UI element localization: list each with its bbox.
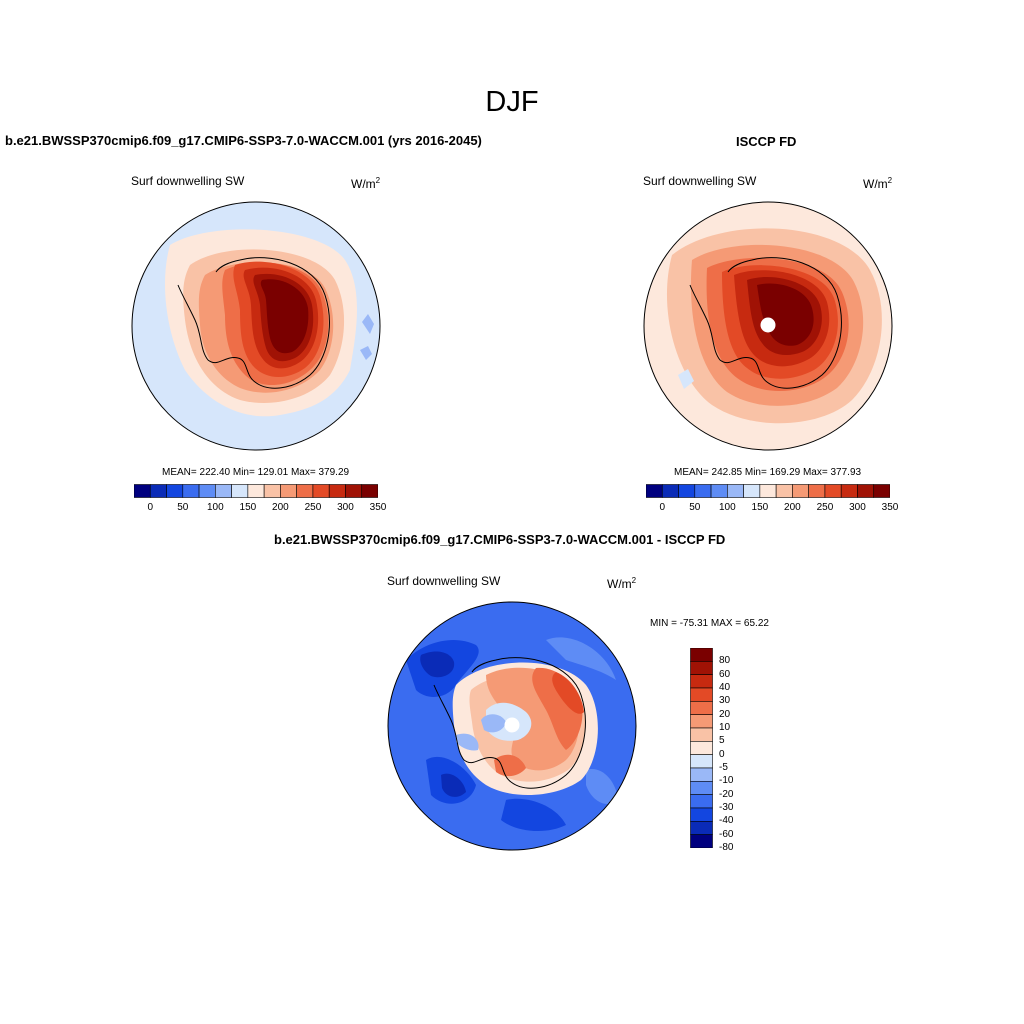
colorbar-swatch <box>857 484 875 498</box>
panel1-colorbar <box>134 484 378 498</box>
season-title: DJF <box>485 86 539 118</box>
colorbar-tick-label: 30 <box>719 695 731 707</box>
colorbar-tick-label: 150 <box>751 502 769 513</box>
colorbar-tick-label: 300 <box>849 502 866 513</box>
colorbar-swatch <box>759 484 777 498</box>
colorbar-tick-label: 300 <box>337 502 354 513</box>
colorbar-swatch <box>743 484 761 498</box>
panel3-units-label: W/m2 <box>607 576 637 591</box>
colorbar-swatch <box>263 484 281 498</box>
colorbar-swatch <box>690 807 713 822</box>
colorbar-tick-label: 80 <box>719 655 731 667</box>
colorbar-tick-label: 50 <box>689 502 701 513</box>
colorbar-swatch <box>690 714 713 729</box>
colorbar-tick-label: 40 <box>719 682 731 693</box>
panel1-variable-label: Surf downwelling SW <box>131 174 245 188</box>
colorbar-swatch <box>690 794 713 809</box>
colorbar-tick-label: 0 <box>719 748 725 760</box>
panel2-map <box>643 201 893 451</box>
colorbar-swatch <box>690 661 713 675</box>
colorbar-swatch <box>694 484 712 498</box>
colorbar-swatch <box>690 727 713 742</box>
colorbar-tick-label: 200 <box>784 502 801 513</box>
colorbar-tick-label: -10 <box>719 775 734 787</box>
colorbar-swatch <box>296 484 314 498</box>
colorbar-tick-label: -5 <box>719 762 728 773</box>
colorbar-tick-label: -80 <box>719 842 734 853</box>
colorbar-tick-label: 200 <box>272 502 289 513</box>
colorbar-tick-label: -40 <box>719 815 734 827</box>
colorbar-tick-label: 5 <box>719 735 725 747</box>
panel2-units-label: W/m2 <box>863 176 893 191</box>
colorbar-swatch <box>312 484 330 498</box>
colorbar-tick-label: 20 <box>719 708 731 720</box>
colorbar-swatch <box>690 674 713 689</box>
colorbar-tick-label: 0 <box>147 502 154 513</box>
colorbar-swatch <box>690 767 713 782</box>
colorbar-swatch <box>182 484 200 498</box>
colorbar-swatch <box>149 484 167 498</box>
colorbar-swatch <box>247 484 265 498</box>
colorbar-tick-label: 10 <box>719 722 731 733</box>
panel2-stats: MEAN= 242.85 Min= 169.29 Max= 377.93 <box>674 467 862 478</box>
colorbar-tick-label: 250 <box>816 502 834 513</box>
colorbar-swatch <box>727 484 744 498</box>
panel3-map <box>387 601 637 851</box>
panel3-colorbar <box>690 648 713 848</box>
colorbar-tick-label: -30 <box>719 802 734 813</box>
colorbar-swatch <box>134 484 151 498</box>
panel2-title: ISCCP FD <box>736 134 797 149</box>
colorbar-swatch <box>678 484 696 498</box>
colorbar-swatch <box>840 484 858 498</box>
colorbar-swatch <box>661 484 679 498</box>
colorbar-tick-label: 150 <box>239 502 257 513</box>
colorbar-swatch <box>710 484 728 498</box>
colorbar-swatch <box>690 781 713 795</box>
colorbar-tick-label: 350 <box>881 502 899 513</box>
panel1-title: b.e21.BWSSP370cmip6.f09_g17.CMIP6-SSP3-7… <box>5 133 482 148</box>
colorbar-swatch <box>824 484 842 498</box>
colorbar-swatch <box>690 701 713 715</box>
colorbar-swatch <box>808 484 826 498</box>
panel1-map <box>131 201 381 451</box>
panel3-title: b.e21.BWSSP370cmip6.f09_g17.CMIP6-SSP3-7… <box>274 532 726 547</box>
colorbar-swatch <box>873 484 890 498</box>
colorbar-swatch <box>345 484 363 498</box>
colorbar-swatch <box>775 484 793 498</box>
panel2-variable-label: Surf downwelling SW <box>643 174 757 188</box>
colorbar-swatch <box>328 484 346 498</box>
panel1-units-label: W/m2 <box>351 176 381 191</box>
colorbar-tick-label: 60 <box>719 668 731 680</box>
colorbar-swatch <box>361 484 378 498</box>
colorbar-tick-label: 350 <box>369 502 387 513</box>
colorbar-tick-label: -20 <box>719 788 734 800</box>
colorbar-tick-label: 0 <box>659 502 666 513</box>
colorbar-tick-label: 100 <box>718 502 736 513</box>
colorbar-tick-label: 50 <box>177 502 189 513</box>
colorbar-swatch <box>215 484 232 498</box>
colorbar-swatch <box>646 484 663 498</box>
colorbar-swatch <box>690 741 713 755</box>
colorbar-swatch <box>166 484 184 498</box>
colorbar-swatch <box>690 821 713 835</box>
colorbar-swatch <box>198 484 216 498</box>
panel1-stats: MEAN= 222.40 Min= 129.01 Max= 379.29 <box>162 467 350 478</box>
colorbar-swatch <box>690 754 713 769</box>
panel2-colorbar <box>646 484 890 498</box>
colorbar-tick-label: -60 <box>719 828 734 840</box>
colorbar-swatch <box>792 484 809 498</box>
panel3-variable-label: Surf downwelling SW <box>387 574 501 588</box>
colorbar-swatch <box>280 484 297 498</box>
colorbar-tick-label: 100 <box>206 502 224 513</box>
colorbar-swatch <box>690 834 713 848</box>
colorbar-swatch <box>231 484 249 498</box>
colorbar-swatch <box>690 648 713 662</box>
colorbar-swatch <box>690 687 713 702</box>
panel3-stats: MIN = -75.31 MAX = 65.22 <box>650 618 769 629</box>
colorbar-tick-label: 250 <box>304 502 322 513</box>
